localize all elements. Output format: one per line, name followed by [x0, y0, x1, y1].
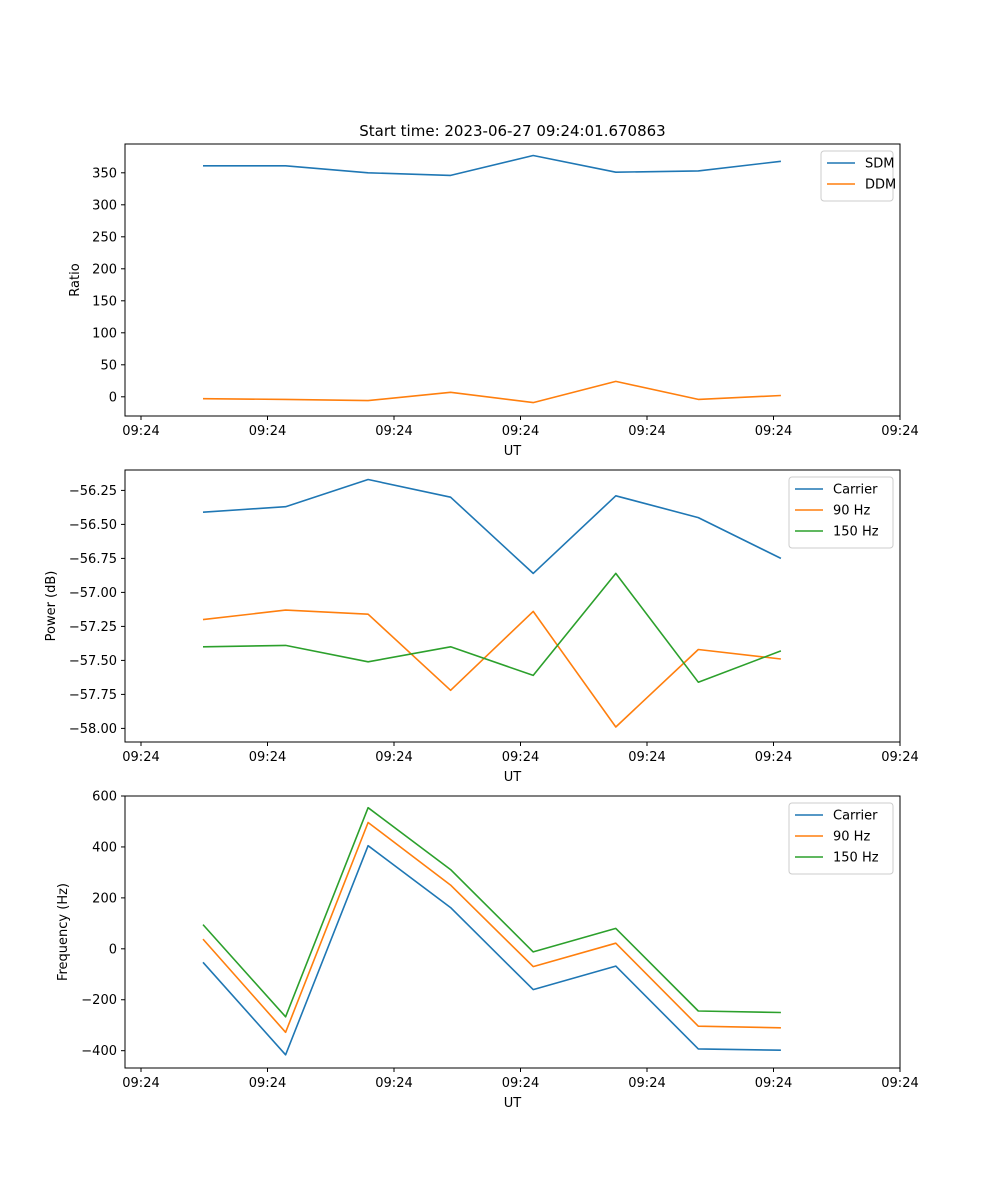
- x-tick-label: 09:24: [881, 1076, 918, 1091]
- y-axis-label: Power (dB): [44, 571, 59, 642]
- x-tick-label: 09:24: [881, 750, 918, 765]
- y-tick-label: −56.50: [69, 518, 117, 533]
- y-tick-label: −400: [81, 1044, 117, 1059]
- series-line-ddm: [202, 380, 781, 404]
- y-tick-label: −56.25: [69, 484, 117, 499]
- y-tick-label: −57.50: [69, 654, 117, 669]
- y-tick-label: −57.25: [69, 620, 117, 635]
- series-line-carrier: [202, 478, 782, 575]
- series-line-90-hz: [202, 821, 781, 1034]
- legend-label: 150 Hz: [833, 525, 879, 540]
- figure-title: Start time: 2023-06-27 09:24:01.670863: [359, 122, 665, 140]
- y-tick-label: 150: [92, 294, 117, 309]
- y-tick-label: 600: [92, 790, 117, 805]
- subplot-1: 09:2409:2409:2409:2409:2409:2409:2409:25…: [68, 143, 919, 459]
- x-axis-label: UT: [504, 770, 522, 785]
- x-tick-label: 09:24: [881, 424, 918, 439]
- axes-frame: [124, 795, 901, 1069]
- legend-label: Carrier: [833, 809, 878, 824]
- x-tick-label: 09:24: [249, 424, 286, 439]
- series-line-carrier: [202, 844, 781, 1056]
- x-tick-label: 09:24: [375, 424, 412, 439]
- x-tick-label: 09:24: [502, 424, 539, 439]
- x-axis-label: UT: [504, 444, 522, 459]
- x-tick-label: 09:24: [628, 1076, 665, 1091]
- legend-label: SDM: [865, 157, 894, 172]
- legend: SDM DDM: [820, 150, 896, 202]
- y-tick-label: 200: [92, 891, 117, 906]
- y-tick-label: −58.00: [69, 722, 117, 737]
- y-tick-label: 0: [109, 390, 117, 405]
- y-tick-label: 250: [92, 230, 117, 245]
- legend-label: DDM: [865, 178, 896, 193]
- x-tick-label: 09:24: [755, 750, 792, 765]
- y-tick-label: 200: [92, 262, 117, 277]
- x-tick-label: 09:24: [628, 750, 665, 765]
- y-tick-label: 0: [109, 942, 117, 957]
- y-tick-label: −57.75: [69, 688, 117, 703]
- y-axis-label: Ratio: [68, 263, 83, 296]
- legend: Carrier 90 Hz 150 Hz: [788, 802, 894, 875]
- legend-label: Carrier: [833, 483, 878, 498]
- x-tick-label: 09:24: [755, 1076, 792, 1091]
- subplot-2: 09:2409:2409:2409:2409:2409:2409:2409:25…: [44, 469, 919, 785]
- axes-frame: [124, 143, 901, 417]
- x-tick-label: 09:24: [375, 1076, 412, 1091]
- x-tick-label: 09:24: [249, 750, 286, 765]
- x-tick-label: 09:24: [628, 424, 665, 439]
- subplot-3: 09:2409:2409:2409:2409:2409:2409:2409:25…: [56, 790, 919, 1112]
- y-tick-label: 100: [92, 326, 117, 341]
- y-tick-label: 50: [100, 358, 117, 373]
- legend-label: 90 Hz: [833, 830, 870, 845]
- legend: Carrier 90 Hz 150 Hz: [788, 476, 894, 549]
- y-tick-label: −56.75: [69, 552, 117, 567]
- x-tick-label: 09:24: [502, 1076, 539, 1091]
- x-tick-label: 09:24: [502, 750, 539, 765]
- y-tick-label: 300: [92, 198, 117, 213]
- series-line-150-hz: [202, 806, 781, 1018]
- y-tick-label: −200: [81, 993, 117, 1008]
- axes-frame: [124, 469, 901, 743]
- legend-label: 150 Hz: [833, 851, 879, 866]
- x-tick-label: 09:24: [249, 1076, 286, 1091]
- y-axis-label: Frequency (Hz): [56, 883, 71, 981]
- series-line-90-hz: [202, 609, 781, 728]
- x-tick-label: 09:24: [122, 1076, 159, 1091]
- y-tick-label: 400: [92, 840, 117, 855]
- series-line-150-hz: [202, 572, 782, 684]
- y-tick-label: 350: [92, 166, 117, 181]
- series-line-sdm: [203, 154, 781, 177]
- x-axis-label: UT: [504, 1096, 522, 1111]
- x-tick-label: 09:24: [122, 750, 159, 765]
- x-tick-label: 09:24: [755, 424, 792, 439]
- y-tick-label: −57.00: [69, 586, 117, 601]
- plots-container: 09:2409:2409:2409:2409:2409:2409:2409:25…: [44, 143, 919, 1112]
- legend-label: 90 Hz: [833, 504, 870, 519]
- x-tick-label: 09:24: [375, 750, 412, 765]
- x-tick-label: 09:24: [122, 424, 159, 439]
